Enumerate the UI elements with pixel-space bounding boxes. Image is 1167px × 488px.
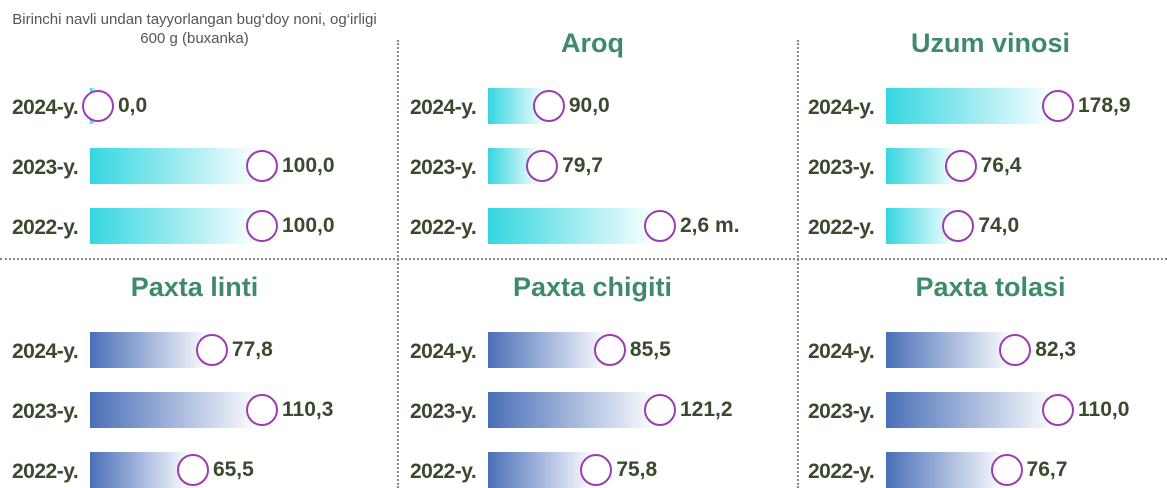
marker-circle	[246, 394, 278, 426]
value-label: 90,0	[568, 94, 610, 117]
bar	[90, 332, 210, 368]
category-label: 2024-y.	[808, 96, 875, 119]
value-label: 75,8	[616, 458, 658, 481]
bar	[886, 332, 1014, 368]
bar	[488, 392, 658, 428]
category-label: 2022-y.	[808, 460, 875, 483]
marker-circle	[1042, 90, 1074, 122]
marker-circle	[246, 210, 278, 242]
category-label: 2024-y.	[410, 96, 477, 119]
category-label: 2022-y.	[410, 460, 477, 483]
marker-circle	[942, 210, 975, 242]
bar	[90, 208, 260, 244]
panel: Paxta tolasi 2024-y. 82,3 2023-y. 110,0 2022-…	[796, 244, 1167, 488]
category-label: 2023-y.	[12, 400, 79, 423]
bar	[90, 148, 260, 184]
marker-circle	[532, 90, 565, 122]
category-label: 2022-y.	[808, 216, 875, 239]
category-label: 2023-y.	[410, 156, 477, 179]
category-label: 2024-y.	[12, 96, 79, 119]
value-label: 121,2	[680, 398, 733, 421]
bar	[90, 452, 191, 488]
bar	[886, 88, 1056, 124]
panel: Uzum vinosi 2024-y. 178,9 2023-y. 76,4 2022-y…	[796, 0, 1167, 244]
value-label: 77,8	[231, 338, 273, 361]
category-label: 2022-y.	[12, 460, 79, 483]
category-label: 2022-y.	[410, 216, 477, 239]
value-label: 82,3	[1035, 338, 1077, 361]
panel: Birinchi navli undan tayyorlangan bug‘do…	[0, 0, 389, 244]
marker-circle	[82, 90, 114, 122]
separator	[397, 40, 399, 488]
value-label: 85,5	[629, 338, 671, 361]
marker-circle	[526, 150, 559, 182]
marker-circle	[593, 334, 626, 366]
value-label: 0,0	[118, 94, 148, 117]
marker-circle	[580, 454, 613, 486]
value-label: 79,7	[562, 154, 603, 177]
panel-title: Aroq	[561, 28, 624, 58]
panel-title: Birinchi navli undan tayyorlangan bug‘do…	[12, 11, 377, 47]
panel-title: Paxta linti	[130, 272, 259, 302]
category-label: 2023-y.	[410, 400, 477, 423]
bar	[488, 208, 658, 244]
separator	[0, 258, 1167, 260]
marker-circle	[644, 210, 676, 242]
panel-title: Paxta tolasi	[915, 272, 1066, 302]
marker-circle	[1042, 394, 1074, 426]
panel: Paxta linti 2024-y. 77,8 2023-y. 110,3 2022-y…	[0, 244, 389, 488]
value-label: 110,3	[282, 398, 334, 421]
bar	[90, 392, 260, 428]
panel-title: Uzum vinosi	[910, 28, 1071, 58]
bar	[488, 452, 595, 488]
panel-title: Paxta chigiti	[512, 272, 673, 302]
value-label: 100,0	[282, 214, 335, 237]
value-label: 65,5	[212, 458, 254, 481]
value-label: 74,0	[978, 214, 1020, 237]
value-label: 178,9	[1078, 94, 1131, 117]
value-label: 100,0	[282, 154, 335, 177]
value-label: 76,4	[980, 154, 1022, 177]
marker-circle	[944, 150, 977, 182]
panel: Aroq 2024-y. 90,0 2023-y. 79,7 2022-y. 2,6 m.	[398, 0, 787, 244]
value-label: 2,6 m.	[680, 214, 740, 237]
separator	[797, 40, 799, 488]
category-label: 2024-y.	[410, 340, 477, 363]
bar	[488, 332, 608, 368]
panel: Paxta chigiti 2024-y. 85,5 2023-y. 121,2 2022…	[398, 244, 787, 488]
category-label: 2024-y.	[12, 340, 79, 363]
bar	[886, 452, 1005, 488]
category-label: 2023-y.	[808, 156, 875, 179]
marker-circle	[176, 454, 209, 486]
category-label: 2023-y.	[12, 156, 79, 179]
marker-circle	[990, 454, 1023, 486]
category-label: 2024-y.	[808, 340, 875, 363]
marker-circle	[195, 334, 228, 366]
value-label: 76,7	[1026, 458, 1068, 481]
category-label: 2022-y.	[12, 216, 79, 239]
category-label: 2023-y.	[808, 400, 875, 423]
marker-circle	[999, 334, 1032, 366]
value-label: 110,0	[1078, 398, 1130, 421]
marker-circle	[246, 150, 278, 182]
marker-circle	[644, 394, 676, 426]
bar	[886, 392, 1056, 428]
